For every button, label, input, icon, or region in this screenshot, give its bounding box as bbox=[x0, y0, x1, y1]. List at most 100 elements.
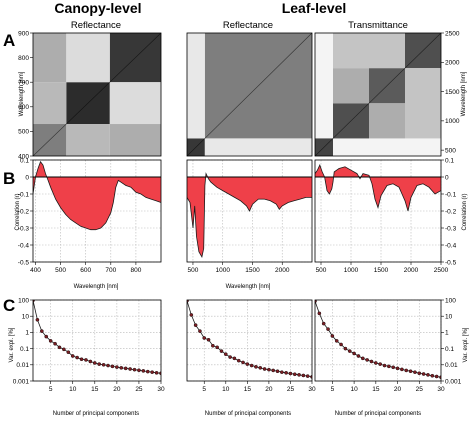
chart-a-2: 500 1000 1500 2000 2500 bbox=[314, 30, 460, 157]
variance-point bbox=[189, 313, 194, 317]
chart-c-6: 5 10 15 20 25 30 100 10 1 0.1 0.01 0.001 bbox=[13, 297, 165, 393]
y-tick-label: 500 bbox=[18, 129, 29, 136]
variance-point bbox=[421, 372, 426, 376]
x-tick-label: 20 bbox=[113, 386, 121, 393]
subtitle-leaf-reflectance: Reflectance bbox=[223, 20, 273, 31]
variance-point bbox=[301, 373, 306, 378]
variance-point bbox=[232, 356, 237, 361]
variance-point bbox=[271, 368, 276, 373]
variance-point bbox=[356, 354, 361, 358]
x-tick-label: 10 bbox=[69, 386, 77, 393]
variance-point bbox=[92, 361, 97, 365]
panel-label-b: B bbox=[3, 169, 15, 188]
x-tick-label: 1000 bbox=[215, 267, 230, 274]
subtitle-leaf-transmittance: Transmittance bbox=[348, 20, 408, 31]
variance-point bbox=[297, 373, 301, 377]
variance-point bbox=[382, 363, 387, 368]
variance-point bbox=[352, 351, 356, 356]
x-tick-label: 700 bbox=[105, 267, 116, 274]
heatmap-cell bbox=[33, 82, 67, 125]
variance-point bbox=[57, 345, 62, 350]
variance-point bbox=[198, 329, 202, 333]
y-tick-label: -0.3 bbox=[18, 225, 30, 232]
x-tick-label: 400 bbox=[30, 267, 41, 274]
correlation-line bbox=[187, 172, 312, 258]
variance-point bbox=[75, 355, 79, 360]
variance-point bbox=[110, 364, 115, 369]
plot-area: 4005006007008009005001000150020002500400… bbox=[13, 30, 462, 393]
heatmap-cell bbox=[333, 33, 405, 69]
c-xlabel-leaf-trans: Number of principal components bbox=[335, 411, 421, 417]
y-tick-label: 1500 bbox=[445, 89, 460, 96]
x-tick-label: 10 bbox=[222, 386, 230, 393]
series bbox=[315, 300, 441, 380]
variance-point bbox=[236, 358, 241, 363]
heatmap-cell bbox=[66, 33, 110, 83]
chart-frame bbox=[186, 32, 313, 157]
variance-point bbox=[202, 336, 207, 340]
b-xlabel-leaf: Wavelength [nm] bbox=[226, 284, 271, 290]
y-tick-label: 600 bbox=[18, 104, 29, 111]
y-tick-label: 500 bbox=[445, 147, 456, 154]
chart-c-7: 5 10 15 20 25 30 bbox=[186, 299, 316, 393]
variance-point bbox=[413, 370, 417, 374]
correlation-area bbox=[33, 161, 161, 230]
variance-point bbox=[387, 364, 391, 369]
y-tick-label: 0 bbox=[445, 174, 449, 181]
x-tick-label: 25 bbox=[135, 386, 143, 393]
heatmap-cell bbox=[33, 33, 67, 83]
x-tick-label: 500 bbox=[55, 267, 66, 274]
x-tick-label: 30 bbox=[157, 386, 165, 393]
y-tick-label: 0.1 bbox=[445, 157, 454, 164]
chart-frame bbox=[32, 32, 162, 157]
heatmap-cell bbox=[369, 103, 405, 139]
variance-point bbox=[97, 362, 102, 366]
variance-point bbox=[360, 356, 365, 361]
y-tick-label: -0.1 bbox=[18, 191, 30, 198]
b-xlabel-canopy: Wavelength [nm] bbox=[74, 284, 119, 290]
variance-point bbox=[79, 357, 84, 362]
variance-point bbox=[254, 365, 258, 369]
x-tick-label: 5 bbox=[49, 386, 53, 393]
a-ylabel-left: Wavelength [nm] bbox=[19, 71, 25, 116]
x-tick-label: 2500 bbox=[434, 267, 449, 274]
variance-point bbox=[365, 358, 369, 362]
y-tick-label: -0.4 bbox=[445, 242, 457, 249]
x-tick-label: 15 bbox=[244, 386, 252, 393]
chart-c-8: 5 10 15 20 25 30 100 10 1 0.1 0.01 0.001 bbox=[314, 297, 462, 393]
series bbox=[33, 300, 161, 376]
y-tick-label: 100 bbox=[18, 297, 29, 304]
y-tick-label: 0.01 bbox=[16, 362, 29, 369]
variance-point bbox=[40, 329, 44, 333]
variance-point bbox=[391, 365, 396, 370]
x-tick-label: 800 bbox=[130, 267, 141, 274]
variance-point bbox=[115, 365, 119, 369]
y-tick-label: 1 bbox=[445, 330, 449, 337]
y-tick-label: -0.5 bbox=[445, 259, 457, 266]
y-tick-label: 0 bbox=[25, 174, 29, 181]
heatmap-cell bbox=[405, 68, 441, 139]
variance-point bbox=[305, 374, 310, 378]
chart-a-0: 400 500 600 700 800 900 bbox=[18, 30, 162, 160]
variance-point bbox=[119, 366, 124, 370]
chart-b-3: 400 500 600 700 800 0.1 0 -0.1 -0.2 -0.3 -0.4 -0.5 bbox=[18, 157, 162, 274]
variance-point bbox=[417, 371, 422, 376]
y-tick-label: -0.2 bbox=[445, 208, 457, 215]
y-tick-label: -0.5 bbox=[18, 259, 30, 266]
variance-point bbox=[141, 369, 146, 373]
variance-point bbox=[343, 346, 348, 351]
variance-point bbox=[62, 347, 66, 352]
variance-point bbox=[395, 366, 400, 371]
variance-point bbox=[48, 339, 53, 343]
canopy-level-title: Canopy-level bbox=[54, 0, 141, 16]
plot-background bbox=[187, 300, 312, 381]
variance-point bbox=[434, 374, 439, 379]
heatmap-cell bbox=[187, 33, 205, 139]
variance-point bbox=[150, 370, 154, 374]
y-tick-label: 100 bbox=[445, 297, 456, 304]
variance-point bbox=[193, 323, 198, 327]
y-tick-label: 0.1 bbox=[445, 346, 454, 353]
c-ylabel-left: Var. expl. [%] bbox=[9, 327, 15, 362]
variance-point bbox=[228, 355, 232, 359]
x-tick-label: 15 bbox=[91, 386, 99, 393]
